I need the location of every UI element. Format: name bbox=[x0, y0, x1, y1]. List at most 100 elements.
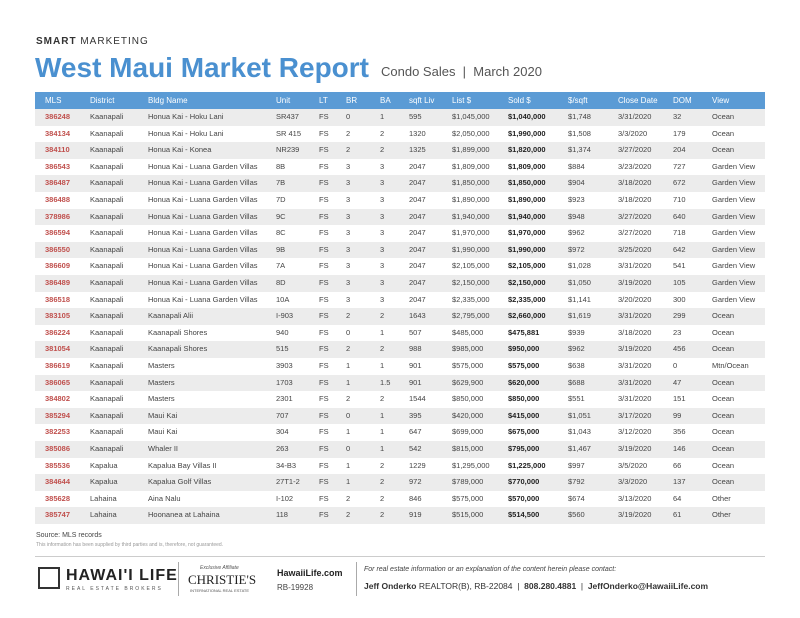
table-cell: FS bbox=[319, 244, 329, 254]
table-cell: $515,000 bbox=[452, 510, 484, 520]
table-cell: FS bbox=[319, 493, 329, 503]
table-cell: Garden View bbox=[712, 211, 756, 221]
license: RB-19928 bbox=[277, 583, 314, 592]
table-row: 386609 Kaanapali Honua Kai - Luana Garden … bbox=[35, 258, 765, 275]
title: West Maui Market Report bbox=[35, 52, 369, 83]
table-cell: 3 bbox=[346, 161, 351, 171]
table-cell: $638 bbox=[568, 361, 585, 370]
table-row: 386065 Kaanapali Masters 1703 FS 1 1.5 901 $629,… bbox=[35, 374, 765, 392]
table-cell: $1,850,000 bbox=[452, 178, 490, 188]
table-cell: 2 bbox=[346, 493, 351, 503]
table-cell: FS bbox=[319, 327, 329, 337]
table-cell: 3 bbox=[380, 228, 385, 238]
table-cell: 2 bbox=[380, 460, 385, 470]
table-cell: 32 bbox=[673, 112, 682, 121]
table-cell: 3/31/2020 bbox=[618, 394, 652, 404]
table-cell: 3/20/2020 bbox=[618, 294, 652, 304]
table-cell: 385536 bbox=[45, 460, 71, 470]
contact: Jeff Onderko REALTOR(B), RB-22084 | 808.… bbox=[364, 581, 709, 591]
table-cell: $1,990,000 bbox=[508, 244, 546, 254]
table-cell: Kapalua bbox=[90, 477, 118, 487]
table-cell: 9C bbox=[276, 211, 286, 221]
table-cell: $1,040,000 bbox=[508, 112, 546, 121]
table-cell: Kaanapali bbox=[90, 394, 124, 404]
table-cell: Honua Kai - Luana Garden Villas bbox=[148, 211, 258, 221]
source: Source: MLS records bbox=[36, 532, 102, 539]
column-header: BR bbox=[346, 96, 358, 105]
table-cell: Honua Kai - Luana Garden Villas bbox=[148, 228, 258, 238]
column-header: Bldg Name bbox=[148, 96, 188, 105]
table-cell: $1,990,000 bbox=[452, 244, 490, 254]
table-row: 386489 Kaanapali Honua Kai - Luana Garden … bbox=[35, 275, 765, 292]
table-cell: Kaanapali bbox=[90, 211, 124, 221]
column-header: BA bbox=[380, 96, 391, 105]
table-cell: 2047 bbox=[409, 261, 426, 271]
column-header: sqft Liv bbox=[409, 96, 435, 105]
table-cell: I-102 bbox=[276, 493, 294, 503]
table-cell: $1,141 bbox=[568, 294, 591, 304]
table-cell: 61 bbox=[673, 510, 682, 520]
table-cell: 2 bbox=[346, 394, 351, 404]
logo: HAWAI'I LIFE bbox=[66, 567, 178, 584]
email: JeffOnderko@HawaiiLife.com bbox=[587, 581, 709, 591]
table-cell: $1,508 bbox=[568, 128, 591, 138]
table-cell: $884 bbox=[568, 161, 585, 171]
table-cell: $1,051 bbox=[568, 410, 591, 420]
table-cell: 972 bbox=[409, 477, 422, 487]
table-cell: $699,000 bbox=[452, 427, 484, 437]
table-cell: 1 bbox=[380, 112, 385, 121]
table-cell: 2047 bbox=[409, 178, 426, 188]
table-cell: 3/31/2020 bbox=[618, 361, 652, 370]
logo-sub: REAL ESTATE BROKERS bbox=[66, 586, 163, 592]
table-cell: FS bbox=[319, 427, 329, 437]
table-cell: 386619 bbox=[45, 361, 71, 370]
table-cell: 385086 bbox=[45, 444, 71, 453]
table-row: 385086 Kaanapali Whaler II 263 FS 0 1 542 $815,0… bbox=[35, 441, 765, 458]
brand-bold: SMART bbox=[36, 36, 77, 47]
table-cell: 940 bbox=[276, 327, 289, 337]
table-cell: 356 bbox=[673, 427, 686, 437]
table-cell: 395 bbox=[409, 410, 422, 420]
table-cell: 3 bbox=[380, 294, 385, 304]
table-cell: 8D bbox=[276, 278, 286, 287]
logo-icon bbox=[38, 567, 60, 589]
table-cell: Kaanapali bbox=[90, 161, 124, 171]
table-cell: $815,000 bbox=[452, 444, 484, 453]
table-cell: 105 bbox=[673, 278, 686, 287]
table-cell: $997 bbox=[568, 460, 585, 470]
table-row: 386224 Kaanapali Kaanapali Shores 940 FS 0 1 50… bbox=[35, 324, 765, 342]
table-cell: 118 bbox=[276, 510, 288, 520]
table-cell: 386550 bbox=[45, 244, 71, 254]
table-cell: 3/19/2020 bbox=[618, 444, 652, 453]
table-cell: 1544 bbox=[409, 394, 426, 404]
table-cell: Kapalua Bay Villas II bbox=[148, 460, 217, 470]
table-cell: $485,000 bbox=[452, 327, 484, 337]
table-cell: 385747 bbox=[45, 510, 71, 520]
table-row: 386550 Kaanapali Honua Kai - Luana Garden … bbox=[35, 241, 765, 259]
subtitle-a: Condo Sales bbox=[381, 64, 456, 79]
table-cell: 3 bbox=[380, 261, 385, 271]
contact-intro: For real estate information or an explan… bbox=[364, 566, 617, 573]
table-cell: $795,000 bbox=[508, 444, 540, 453]
table-cell: Kaanapali bbox=[90, 361, 124, 370]
table-cell: FS bbox=[319, 510, 329, 520]
table-cell: 541 bbox=[673, 261, 686, 271]
table-cell: Kaanapali bbox=[90, 377, 124, 387]
divider bbox=[356, 562, 357, 596]
table-cell: 378986 bbox=[45, 211, 71, 221]
table-cell: 386065 bbox=[45, 377, 71, 387]
table-cell: 9B bbox=[276, 244, 286, 254]
table-cell: 2047 bbox=[409, 278, 426, 287]
table-cell: 595 bbox=[409, 112, 422, 121]
table-cell: 456 bbox=[673, 344, 686, 354]
table-cell: 3/27/2020 bbox=[618, 228, 652, 238]
table-cell: $1,970,000 bbox=[508, 228, 546, 238]
affiliate: Exclusive Affiliate bbox=[200, 565, 239, 571]
table-cell: I-903 bbox=[276, 311, 294, 321]
table-cell: Garden View bbox=[712, 178, 756, 188]
table-cell: FS bbox=[319, 410, 329, 420]
brand: SMART MARKETING bbox=[36, 36, 149, 47]
footer-rule bbox=[35, 556, 765, 557]
table-cell: 7B bbox=[276, 178, 286, 188]
table-cell: 47 bbox=[673, 377, 682, 387]
